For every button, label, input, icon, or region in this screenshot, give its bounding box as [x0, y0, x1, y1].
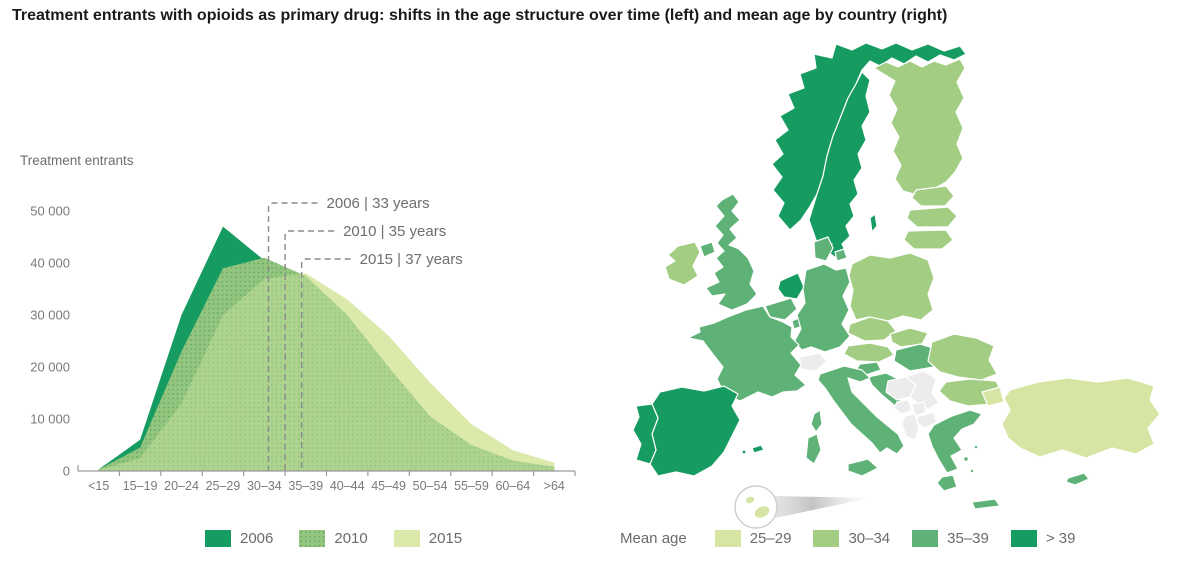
legend-label-2010: 2010: [334, 530, 368, 547]
country-denmark: [813, 236, 834, 262]
country-romania: [927, 333, 998, 381]
svg-text:<15: <15: [88, 479, 109, 493]
map-legend-item-35-39: 35–39: [912, 530, 989, 547]
svg-text:45–49: 45–49: [371, 479, 406, 493]
svg-text:10 000: 10 000: [30, 412, 70, 427]
svg-text:2006 | 33 years: 2006 | 33 years: [327, 195, 430, 212]
country-kosovo: [911, 401, 927, 417]
country-ireland: [664, 241, 701, 286]
svg-text:30–34: 30–34: [247, 479, 282, 493]
country-malta: [754, 505, 770, 519]
svg-text:60–64: 60–64: [495, 479, 530, 493]
country-estonia: [911, 185, 955, 207]
country-gozo: [745, 496, 755, 504]
svg-text:20–24: 20–24: [164, 479, 199, 493]
country-switzerland: [799, 352, 828, 372]
country-netherlands: [777, 272, 805, 300]
country-balearic-islands-minor: [741, 449, 747, 455]
svg-text:30 000: 30 000: [30, 308, 70, 323]
svg-text:35–39: 35–39: [288, 479, 323, 493]
mean-age-annotations: 2006 | 33 years 2010 | 35 years 2015 | 37 …: [267, 195, 463, 471]
country-turkey: [1001, 377, 1161, 459]
country-turkey-thrace: [981, 386, 1005, 407]
country-france: [687, 305, 807, 402]
europe-choropleth-map: [632, 42, 1161, 529]
chart-legend: 2006 2010 2015: [205, 530, 462, 547]
area-series-group: [98, 226, 555, 471]
country-greek-island: [974, 445, 978, 449]
legend-item-2010: 2010: [299, 530, 368, 547]
svg-text:40 000: 40 000: [30, 256, 70, 271]
map-legend-swatch-35-39: [912, 530, 939, 547]
country-finland: [873, 58, 966, 196]
country-crete: [971, 498, 1001, 510]
country-gotland: [869, 213, 878, 233]
legend-label-2006: 2006: [240, 530, 274, 547]
map-legend: Mean age 25–29 30–34 35–39 > 39: [620, 530, 1076, 547]
country-montenegro: [893, 399, 913, 415]
country-italy: [817, 365, 905, 455]
svg-text:>64: >64: [544, 479, 565, 493]
country-united-kingdom: [705, 193, 758, 311]
svg-text:50 000: 50 000: [30, 204, 70, 219]
age-structure-chart: Treatment entrants <15 15–19 20–24 25–29 30–…: [20, 153, 576, 493]
country-balearic-islands: [751, 444, 765, 454]
country-portugal: [632, 403, 659, 465]
map-legend-swatch-gt-39: [1010, 530, 1037, 547]
map-legend-title: Mean age: [620, 530, 687, 547]
svg-text:25–29: 25–29: [206, 479, 241, 493]
legend-swatch-2015: [393, 530, 420, 547]
country-northern-ireland: [699, 241, 716, 258]
svg-text:2015 | 37 years: 2015 | 37 years: [360, 251, 463, 268]
country-spain: [649, 385, 741, 477]
country-greek-island: [963, 456, 969, 462]
map-legend-swatch-25-29: [714, 530, 741, 547]
country-greece: [927, 409, 983, 474]
country-albania: [901, 413, 920, 441]
map-legend-item-30-34: 30–34: [813, 530, 890, 547]
chart-axes: <15 15–19 20–24 25–29 30–34 35–39 40–44 45–49 50…: [30, 204, 576, 493]
country-germany: [793, 263, 851, 353]
country-austria: [843, 342, 895, 363]
country-sardinia: [805, 433, 822, 465]
country-denmark-islands: [834, 248, 848, 262]
svg-text:20 000: 20 000: [30, 360, 70, 375]
country-poland: [848, 252, 935, 323]
map-legend-item-25-29: 25–29: [714, 530, 792, 547]
legend-item-2015: 2015: [393, 530, 463, 547]
legend-label-2015: 2015: [428, 530, 463, 547]
svg-text:40–44: 40–44: [330, 479, 365, 493]
svg-text:50–54: 50–54: [413, 479, 448, 493]
legend-swatch-2006: [205, 530, 231, 547]
map-legend-label-30-34: 30–34: [848, 530, 891, 547]
country-greek-island: [970, 469, 974, 473]
legend-item-2006: 2006: [205, 530, 273, 547]
svg-text:0: 0: [63, 464, 70, 479]
svg-text:15–19: 15–19: [123, 479, 158, 493]
svg-text:2010 | 35 years: 2010 | 35 years: [343, 223, 446, 240]
map-legend-label-gt-39: > 39: [1045, 530, 1076, 547]
country-cyprus: [1065, 472, 1090, 486]
country-peloponnese: [936, 474, 958, 492]
map-legend-swatch-30-34: [813, 530, 840, 547]
country-north-macedonia: [916, 411, 938, 429]
figure-title: Treatment entrants with opioids as prima…: [12, 7, 948, 24]
svg-text:55–59: 55–59: [454, 479, 489, 493]
country-serbia: [905, 370, 940, 410]
country-lithuania: [903, 229, 954, 250]
country-sweden: [808, 71, 871, 259]
y-axis-title: Treatment entrants: [20, 153, 134, 168]
country-sicily: [847, 458, 879, 477]
map-legend-item-gt-39: > 39: [1010, 530, 1076, 547]
map-legend-label-35-39: 35–39: [947, 530, 989, 547]
map-legend-label-25-29: 25–29: [749, 530, 792, 547]
country-corsica: [810, 409, 823, 433]
legend-swatch-2010: [299, 530, 326, 547]
malta-inset-magnifier: [734, 485, 778, 529]
country-latvia: [906, 206, 958, 228]
malta-inset-cone: [775, 496, 870, 518]
